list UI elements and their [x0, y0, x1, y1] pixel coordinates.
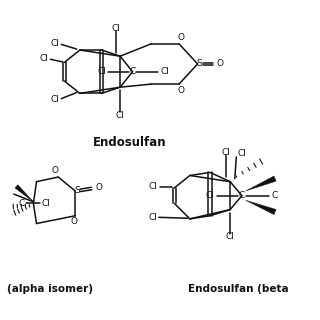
Text: S: S	[196, 59, 202, 68]
Text: O: O	[52, 166, 59, 175]
Polygon shape	[246, 200, 276, 215]
Text: Cl: Cl	[237, 149, 246, 158]
Text: Cl: Cl	[148, 213, 157, 222]
Text: C: C	[272, 191, 278, 200]
Text: O: O	[216, 60, 223, 68]
Text: C: C	[19, 199, 25, 208]
Text: Cl: Cl	[226, 232, 235, 241]
Text: O: O	[177, 86, 184, 95]
Text: Cl: Cl	[97, 67, 106, 76]
Polygon shape	[15, 185, 33, 202]
Text: Cl: Cl	[39, 54, 48, 63]
Text: Cl: Cl	[161, 67, 170, 76]
Text: Cl: Cl	[205, 191, 214, 200]
Text: Cl: Cl	[116, 111, 124, 120]
Text: Cl: Cl	[221, 148, 230, 157]
Text: O: O	[96, 183, 103, 192]
Text: O: O	[177, 33, 184, 42]
Text: C: C	[239, 191, 245, 200]
Text: Endosulfan (beta: Endosulfan (beta	[188, 284, 288, 293]
Text: Cl: Cl	[149, 182, 158, 191]
Polygon shape	[246, 176, 276, 191]
Text: O: O	[70, 218, 77, 227]
Text: Endosulfan: Endosulfan	[93, 136, 166, 149]
Text: Cl: Cl	[42, 199, 51, 208]
Text: C: C	[129, 67, 136, 76]
Text: Cl: Cl	[111, 24, 120, 33]
Text: (alpha isomer): (alpha isomer)	[7, 284, 93, 293]
Text: S: S	[74, 186, 80, 195]
Text: Cl: Cl	[50, 39, 59, 48]
Text: Cl: Cl	[50, 95, 59, 104]
